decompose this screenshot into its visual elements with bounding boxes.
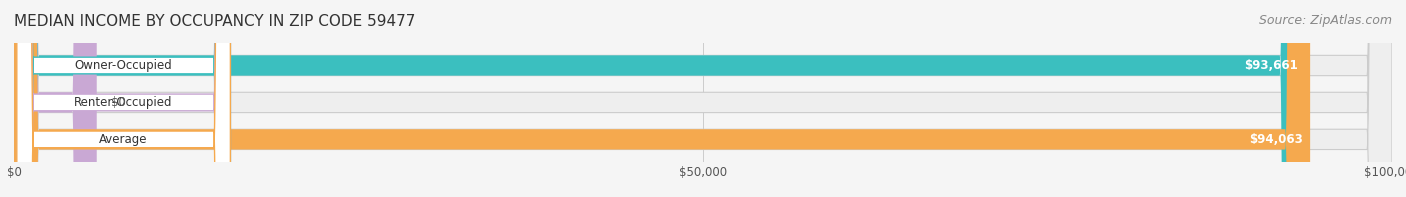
FancyBboxPatch shape bbox=[17, 0, 231, 197]
Text: Source: ZipAtlas.com: Source: ZipAtlas.com bbox=[1258, 14, 1392, 27]
FancyBboxPatch shape bbox=[14, 0, 1392, 197]
FancyBboxPatch shape bbox=[14, 0, 1392, 197]
FancyBboxPatch shape bbox=[17, 0, 231, 197]
Text: Owner-Occupied: Owner-Occupied bbox=[75, 59, 173, 72]
FancyBboxPatch shape bbox=[14, 0, 97, 197]
Text: $94,063: $94,063 bbox=[1250, 133, 1303, 146]
Text: MEDIAN INCOME BY OCCUPANCY IN ZIP CODE 59477: MEDIAN INCOME BY OCCUPANCY IN ZIP CODE 5… bbox=[14, 14, 415, 29]
Text: Average: Average bbox=[100, 133, 148, 146]
FancyBboxPatch shape bbox=[17, 0, 231, 197]
FancyBboxPatch shape bbox=[14, 0, 1392, 197]
Text: $93,661: $93,661 bbox=[1244, 59, 1298, 72]
Text: $0: $0 bbox=[111, 96, 125, 109]
FancyBboxPatch shape bbox=[14, 0, 1305, 197]
Text: Renter-Occupied: Renter-Occupied bbox=[75, 96, 173, 109]
FancyBboxPatch shape bbox=[14, 0, 1310, 197]
